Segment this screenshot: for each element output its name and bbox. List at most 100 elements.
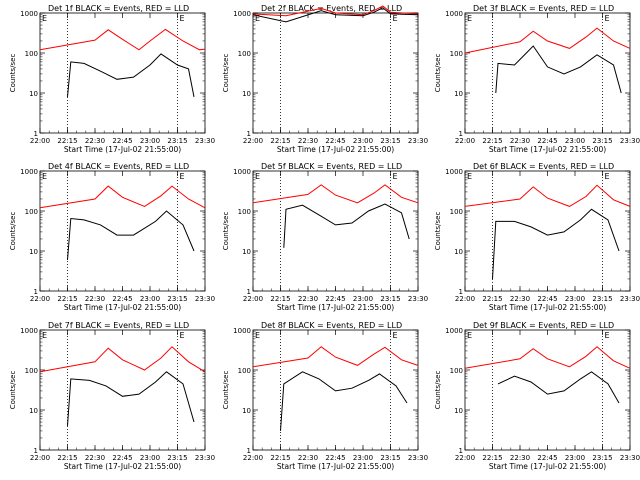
x-axis-label: Start Time (17-Jul-02 21:55:00) [64,462,181,471]
x-tick-label: 22:30 [85,454,105,462]
panel-title: Det 2f BLACK = Events, RED = LLD [261,4,402,13]
y-tick-label: 100 [25,367,38,375]
y-tick-label: 10 [29,90,38,98]
y-axis-label: Counts/sec [434,212,442,251]
x-axis-label: Start Time (17-Jul-02 21:55:00) [277,462,394,471]
corner-mark: E [393,331,398,340]
y-axis-label: Counts/sec [9,54,17,93]
y-tick-label: 10 [29,407,38,415]
plot-frame [252,170,419,292]
y-tick-label: 1000 [20,168,38,176]
plot-frame [464,170,631,292]
corner-mark: E [467,172,472,181]
x-tick-label: 22:30 [510,454,530,462]
chart-panel: Det 6f BLACK = Events, RED = LLD 1 10 100 10… [434,162,640,312]
x-tick-label: 22:00 [243,454,263,462]
x-tick-label: 23:15 [592,295,612,303]
x-tick-label: 22:00 [30,295,50,303]
events-series-line [492,208,620,280]
x-tick-label: 22:45 [325,295,345,303]
events-series-line [497,371,620,404]
x-tick-label: 23:15 [167,295,187,303]
corner-mark: E [467,14,472,23]
chart-panel: Det 9f BLACK = Events, RED = LLD 1 10 100 10… [434,321,640,471]
x-tick-label: 23:00 [353,295,373,303]
y-tick-label: 1 [247,288,251,296]
chart-panel: Det 4f BLACK = Events, RED = LLD 1 10 100 10… [9,162,215,312]
x-tick-label: 23:15 [380,295,400,303]
chart-panel: Det 5f BLACK = Events, RED = LLD 1 10 100 10… [222,162,428,312]
chart-panel: Det 1f BLACK = Events, RED = LLD 1 10 100 10… [9,4,215,154]
x-tick-label: 22:30 [298,454,318,462]
x-tick-label: 23:00 [565,454,585,462]
panel-title: Det 5f BLACK = Events, RED = LLD [261,162,402,171]
chart-panel: Det 3f BLACK = Events, RED = LLD 1 10 100 10… [434,4,640,154]
corner-mark: E [42,331,47,340]
y-tick-label: 100 [450,208,463,216]
x-tick-label: 22:15 [57,137,77,145]
events-series-line [252,7,419,23]
x-axis-label: Start Time (17-Jul-02 21:55:00) [489,145,606,154]
x-tick-label: 22:15 [270,454,290,462]
y-tick-label: 10 [454,90,463,98]
y-tick-label: 10 [29,248,38,256]
y-axis-label: Counts/sec [434,54,442,93]
x-tick-label: 22:30 [85,295,105,303]
panel-title: Det 4f BLACK = Events, RED = LLD [48,162,189,171]
y-tick-label: 1 [459,288,463,296]
x-tick-label: 22:00 [243,295,263,303]
corner-mark: E [467,331,472,340]
lld-series-line [464,184,631,207]
x-axis-label: Start Time (17-Jul-02 21:55:00) [64,145,181,154]
plot-frame [39,12,206,134]
x-tick-label: 23:30 [408,137,428,145]
x-tick-label: 23:15 [167,454,187,462]
plot-frame [464,12,631,134]
x-tick-label: 23:30 [408,295,428,303]
corner-mark: E [605,14,610,23]
x-tick-label: 23:00 [140,295,160,303]
x-tick-label: 23:00 [565,295,585,303]
lld-series-line [39,185,206,209]
x-tick-label: 22:30 [510,137,530,145]
y-axis-label: Counts/sec [434,371,442,410]
corner-mark: E [42,14,47,23]
chart-panel: Det 7f BLACK = Events, RED = LLD 1 10 100 10… [9,321,215,471]
y-tick-label: 1000 [445,10,463,18]
corner-mark: E [42,172,47,181]
y-tick-label: 1 [459,130,463,138]
y-tick-label: 1 [34,447,38,455]
y-tick-label: 1000 [445,168,463,176]
corner-mark: E [180,14,185,23]
x-tick-label: 23:00 [353,137,373,145]
x-tick-label: 22:15 [482,454,502,462]
x-tick-label: 22:45 [537,137,557,145]
plot-frame [252,12,419,134]
x-tick-label: 22:00 [30,454,50,462]
y-tick-label: 10 [454,248,463,256]
events-series-line [67,210,195,260]
lld-series-line [39,28,206,51]
panel-title: Det 8f BLACK = Events, RED = LLD [261,321,402,330]
x-tick-label: 22:30 [85,137,105,145]
x-axis-label: Start Time (17-Jul-02 21:55:00) [64,303,181,312]
x-tick-label: 22:30 [298,137,318,145]
x-axis-label: Start Time (17-Jul-02 21:55:00) [489,303,606,312]
panel-title: Det 6f BLACK = Events, RED = LLD [473,162,614,171]
x-tick-label: 23:15 [592,137,612,145]
x-tick-label: 22:00 [243,137,263,145]
plot-frame [39,170,206,292]
x-tick-label: 23:30 [195,295,215,303]
x-tick-label: 22:00 [455,295,475,303]
x-tick-label: 22:30 [510,295,530,303]
panel-title: Det 7f BLACK = Events, RED = LLD [48,321,189,330]
corner-mark: E [255,14,260,23]
y-tick-label: 1000 [20,327,38,335]
y-tick-label: 1000 [233,10,251,18]
x-axis-label: Start Time (17-Jul-02 21:55:00) [489,462,606,471]
events-series-line [67,371,195,426]
y-tick-label: 100 [25,208,38,216]
x-tick-label: 22:00 [455,137,475,145]
x-tick-label: 23:30 [195,454,215,462]
corner-mark: E [605,172,610,181]
